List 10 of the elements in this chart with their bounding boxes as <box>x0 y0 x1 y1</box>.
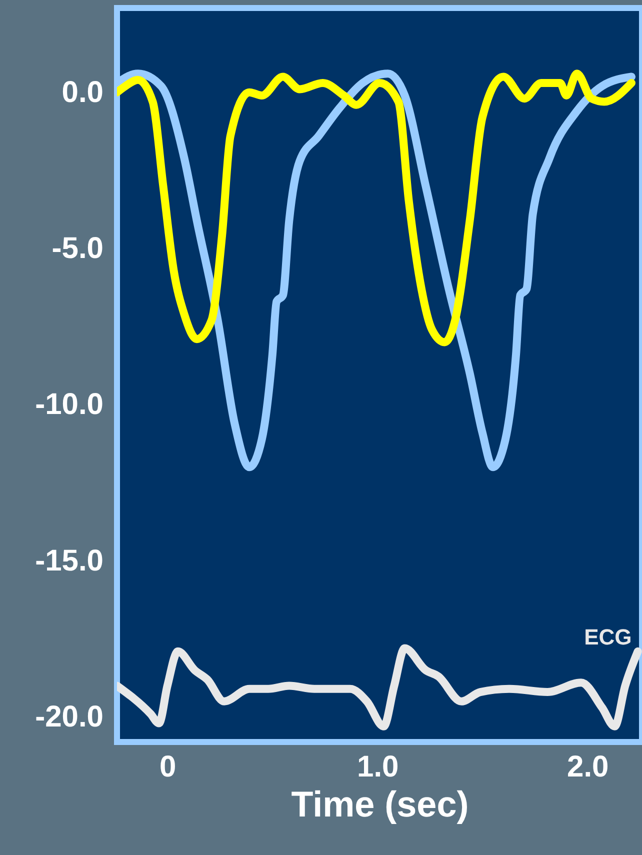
x-tick-label: 2.0 <box>567 750 609 784</box>
y-tick-label: -15.0 <box>35 544 104 578</box>
x-axis-title: Time (sec) <box>291 784 469 824</box>
y-tick-label: -5.0 <box>52 232 104 265</box>
y-tick-label: -20.0 <box>35 700 104 734</box>
y-tick-label: 0.0 <box>62 76 104 109</box>
x-tick-label: 0 <box>160 750 176 784</box>
y-tick-label: -10.0 <box>35 388 104 422</box>
series-label: ECG <box>584 624 632 650</box>
x-tick-label: 1.0 <box>357 750 399 784</box>
